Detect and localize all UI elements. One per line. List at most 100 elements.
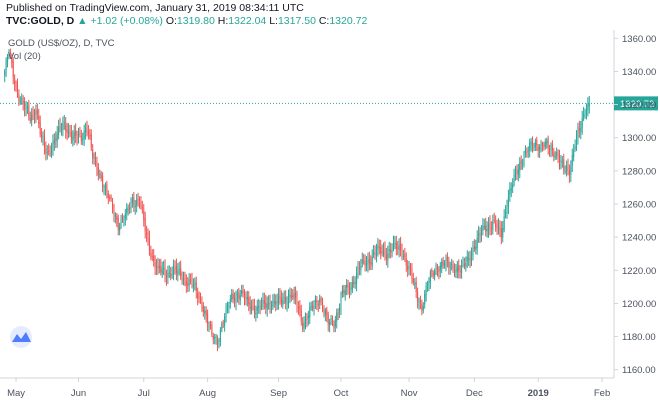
candle-body bbox=[175, 265, 177, 273]
y-tick-label: 1180.00 bbox=[622, 332, 656, 343]
candle bbox=[261, 297, 263, 311]
candle-body bbox=[214, 336, 216, 338]
candle bbox=[168, 265, 170, 279]
candle bbox=[100, 170, 102, 182]
price-chart[interactable]: 1320.72 1160.00 1180.00 1200.00 1220.00 1240… bbox=[0, 30, 660, 408]
candle-body bbox=[82, 138, 84, 140]
candle-body bbox=[310, 306, 312, 308]
candle-body bbox=[380, 247, 382, 254]
candle bbox=[211, 321, 213, 338]
candle bbox=[31, 108, 33, 127]
candle bbox=[476, 230, 478, 255]
candle-body bbox=[546, 141, 548, 144]
tradingview-logo-icon[interactable] bbox=[10, 326, 32, 348]
candle bbox=[153, 248, 155, 267]
candle bbox=[564, 165, 566, 175]
candle bbox=[268, 295, 270, 310]
candle bbox=[456, 260, 458, 279]
candle bbox=[541, 141, 543, 152]
candle-body bbox=[571, 154, 573, 166]
candle bbox=[70, 124, 72, 144]
candle-body bbox=[154, 262, 156, 268]
candle-body bbox=[573, 150, 575, 157]
candle-body bbox=[296, 296, 298, 306]
candle bbox=[489, 215, 491, 236]
candle-body bbox=[41, 134, 43, 138]
candle-body bbox=[157, 265, 159, 269]
candle-body bbox=[76, 137, 78, 139]
candle-body bbox=[414, 283, 416, 285]
candle bbox=[222, 319, 224, 329]
candle bbox=[56, 125, 58, 148]
candle bbox=[269, 294, 271, 314]
candle bbox=[144, 211, 146, 239]
y-tick-label: 1360.00 bbox=[622, 34, 656, 45]
candle bbox=[346, 279, 348, 296]
candle-body bbox=[43, 136, 45, 148]
candle-body bbox=[497, 225, 499, 228]
candle bbox=[246, 290, 248, 307]
last-price-tag-label: 1320.72 bbox=[620, 99, 654, 110]
candle-body bbox=[334, 319, 336, 327]
candle-body bbox=[96, 161, 98, 170]
candle bbox=[495, 215, 497, 232]
candle bbox=[557, 149, 559, 164]
candle-body bbox=[434, 271, 436, 277]
candle-body bbox=[324, 310, 326, 315]
candle bbox=[215, 333, 217, 345]
candle bbox=[418, 297, 420, 310]
candle-body bbox=[550, 146, 552, 151]
candle-body bbox=[529, 142, 531, 150]
candle bbox=[217, 335, 219, 352]
candle bbox=[163, 260, 165, 276]
candle bbox=[472, 240, 474, 261]
candle bbox=[486, 221, 488, 238]
candle-body bbox=[509, 188, 511, 195]
candle-body bbox=[512, 184, 514, 188]
candle bbox=[523, 150, 525, 168]
candle bbox=[546, 137, 548, 149]
candle bbox=[336, 308, 338, 329]
candle-body bbox=[194, 283, 196, 285]
candle bbox=[24, 97, 26, 117]
candle-body bbox=[241, 290, 243, 294]
candle bbox=[41, 128, 43, 143]
candle bbox=[127, 204, 129, 216]
candle-body bbox=[209, 324, 211, 326]
candle-body bbox=[299, 306, 301, 311]
candle-body bbox=[441, 261, 443, 268]
candle-body bbox=[558, 154, 560, 163]
candle bbox=[563, 153, 565, 175]
candle bbox=[387, 245, 389, 268]
candle-body bbox=[398, 244, 400, 250]
candle-body bbox=[435, 265, 437, 270]
candle-body bbox=[156, 266, 158, 268]
candle-body bbox=[275, 301, 277, 305]
candle bbox=[109, 194, 111, 202]
candle-body bbox=[25, 106, 27, 109]
candle-body bbox=[473, 246, 475, 250]
candle-body bbox=[519, 162, 521, 171]
chart-legend-volume: Vol (20) bbox=[8, 51, 41, 62]
candle-body bbox=[5, 59, 7, 70]
candle-body bbox=[580, 128, 582, 132]
candle-body bbox=[486, 228, 488, 232]
candle bbox=[373, 245, 375, 259]
candle-body bbox=[244, 294, 246, 300]
candle bbox=[43, 129, 45, 155]
candle-body bbox=[358, 267, 360, 269]
candle bbox=[583, 106, 585, 122]
candle-body bbox=[69, 132, 71, 134]
candle bbox=[123, 215, 125, 227]
candle-body bbox=[236, 294, 238, 296]
candle bbox=[49, 145, 51, 157]
candle-body bbox=[401, 250, 403, 256]
candle bbox=[478, 225, 480, 243]
candle bbox=[252, 298, 254, 311]
candle bbox=[507, 189, 509, 215]
candle bbox=[126, 203, 128, 221]
candle-body bbox=[77, 134, 79, 139]
candle bbox=[436, 263, 438, 277]
change-value: +1.02 (+0.08%) bbox=[90, 15, 163, 27]
candle bbox=[466, 250, 468, 268]
